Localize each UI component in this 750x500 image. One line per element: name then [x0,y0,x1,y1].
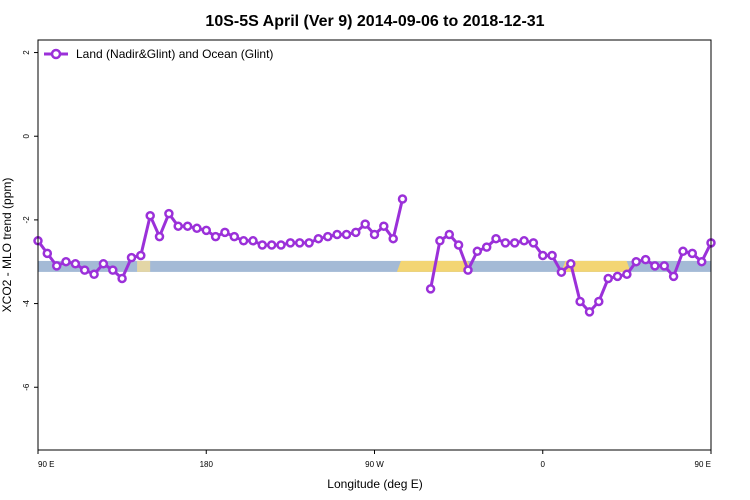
data-point [266,240,277,250]
data-point [678,246,688,257]
y-axis-label: XCO2 - MLO trend (ppm) [0,178,14,313]
data-point [575,296,585,307]
data-point [154,231,165,242]
data-point [42,248,53,259]
x-axis: 90 E 180 90 W 0 90 E [37,450,712,469]
data-point [453,240,464,250]
y-tick-label: -6 [22,383,31,391]
x-tick-label: 180 [200,460,214,469]
data-point [98,259,109,269]
legend-marker-swatch [50,48,62,60]
data-point [79,265,90,275]
series-line [429,233,713,314]
x-tick-label: 90 E [38,460,54,469]
y-tick-label: -2 [22,216,31,224]
data-point [519,236,529,246]
chart-title: 10S-5S April (Ver 9) 2014-09-06 to 2018-… [205,13,544,30]
x-axis-label: Longitude (deg E) [327,477,422,491]
data-point [640,254,651,265]
data-point [631,256,641,267]
data-point [61,256,71,267]
data-point [463,265,473,275]
data-point [509,238,520,248]
data-point [425,284,436,294]
data-point [538,250,548,261]
data-point [650,261,660,271]
data-point [369,229,380,240]
data-point [248,236,258,246]
data-point [566,259,576,269]
data-point [173,221,183,231]
data-point [136,250,146,261]
band-mixed [137,260,151,272]
data-point [668,271,679,282]
data-point [323,231,333,242]
y-tick-label: 0 [22,133,31,138]
data-point [220,227,230,238]
data-point [687,248,698,259]
data-point [304,238,314,248]
data-point [351,227,361,238]
y-tick-label: 2 [22,50,31,55]
data-point [229,231,240,242]
data-point [51,261,62,271]
data-point [584,307,595,317]
data-point [594,296,604,307]
data-point [500,238,511,248]
data-point [257,240,268,250]
data-point [70,259,81,269]
data-point [360,219,370,229]
series-layer [33,194,716,317]
data-point [89,269,99,280]
data-point [332,229,342,240]
data-point [210,231,221,242]
data-point [528,238,539,248]
data-point [313,233,324,244]
data-point [622,269,632,280]
plot-frame [37,39,712,451]
data-point [201,225,212,236]
band-land [561,260,631,272]
data-point [238,236,249,246]
data-point [164,208,174,219]
x-tick-label: 0 [541,460,546,469]
data-point [117,273,127,284]
data-point [444,229,455,240]
data-point [696,256,707,267]
data-point [556,267,567,277]
data-point [612,271,623,282]
data-point [294,238,305,248]
data-point [182,221,193,231]
data-point [388,233,398,244]
data-point [659,261,670,271]
data-point [472,246,483,257]
legend: Land (Nadir&Glint) and Ocean (Glint) [44,47,273,61]
data-point [192,223,202,234]
data-point [341,229,352,240]
data-point [108,265,118,275]
data-point [397,194,408,204]
data-point [491,233,501,244]
data-point [547,250,557,261]
data-point [379,221,389,231]
data-point [603,273,613,284]
data-point [435,236,445,246]
data-point [126,252,137,263]
band-ocean [38,260,711,272]
data-point [145,210,155,221]
data-point [285,238,296,248]
x-tick-label: 90 E [695,460,711,469]
y-tick-label: -4 [22,299,31,307]
data-point [276,240,286,250]
y-axis: 2 0 -2 -4 -6 [22,50,38,391]
legend-entry: Land (Nadir&Glint) and Ocean (Glint) [76,47,273,61]
surface-band [38,260,711,272]
x-tick-label: 90 W [365,460,384,469]
data-point [481,242,492,252]
